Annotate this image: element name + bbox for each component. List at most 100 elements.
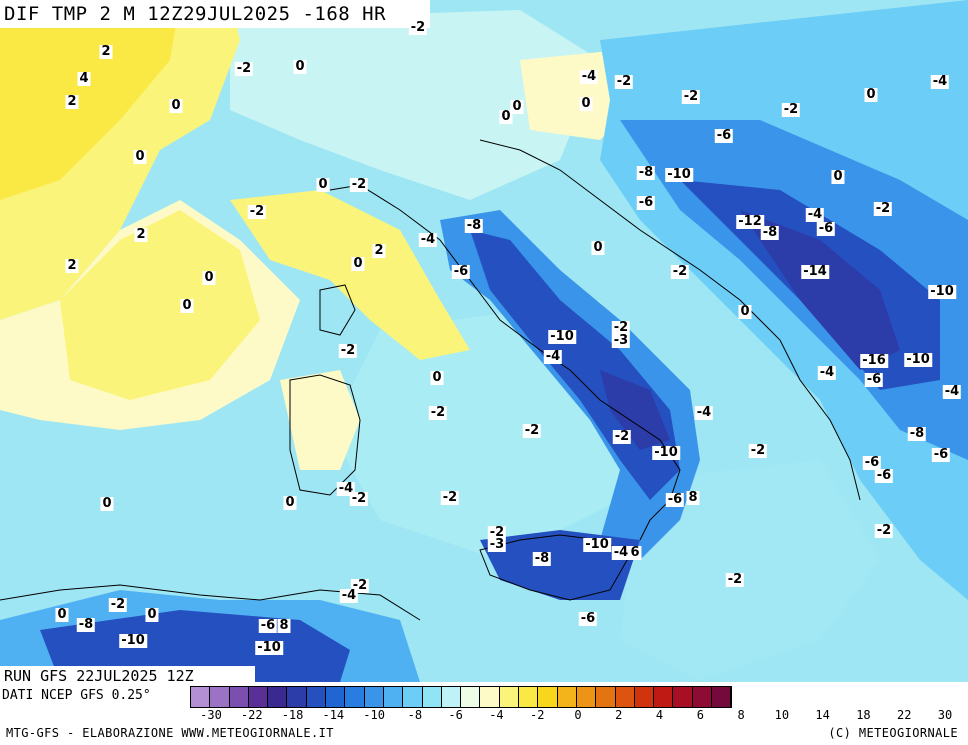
color-scale-tick: 8 <box>737 708 745 722</box>
contour-label: -6 <box>451 264 471 279</box>
contour-label: 0 <box>55 607 69 622</box>
contour-label: -6 <box>578 611 598 626</box>
run-label: RUN GFS 22JUL2025 12Z <box>4 667 194 685</box>
color-swatch <box>499 687 520 707</box>
contour-label: -2 <box>614 74 634 89</box>
contour-label: -2 <box>408 20 428 35</box>
color-swatch <box>441 687 462 707</box>
map-title: DIF TMP 2 M 12Z29JUL2025 -168 HR <box>4 3 387 25</box>
contour-label: -6 <box>714 128 734 143</box>
color-swatch <box>287 687 307 707</box>
contour-label: 2 <box>99 44 113 59</box>
contour-label: -10 <box>904 352 932 367</box>
color-swatch <box>576 687 597 707</box>
contour-label: -4 <box>942 384 962 399</box>
contour-label: -6 <box>862 455 882 470</box>
contour-label: -10 <box>548 329 576 344</box>
contour-label: -2 <box>349 491 369 506</box>
color-swatch <box>480 687 500 707</box>
contour-label: -6 <box>874 468 894 483</box>
contour-label: 2 <box>65 94 79 109</box>
contour-label: -4 <box>579 69 599 84</box>
color-swatch <box>692 687 713 707</box>
contour-label: -8 <box>636 165 656 180</box>
contour-label: -14 <box>801 264 829 279</box>
color-swatch <box>422 687 442 707</box>
contour-label: 2 <box>65 258 79 273</box>
contour-label: 0 <box>293 59 307 74</box>
contour-label: -2 <box>440 490 460 505</box>
contour-label: 0 <box>831 169 845 184</box>
color-scale-tick: -14 <box>322 708 345 722</box>
color-swatch <box>345 687 365 707</box>
color-swatch <box>634 687 655 707</box>
contour-label: 6 <box>628 545 642 560</box>
contour-label: -10 <box>652 445 680 460</box>
color-scale-tick: 14 <box>815 708 830 722</box>
contour-label: -6 <box>864 372 884 387</box>
contour-label: -6 <box>258 618 278 633</box>
contour-label: 0 <box>351 256 365 271</box>
color-swatch <box>403 687 423 707</box>
color-swatch <box>210 687 230 707</box>
contour-label: -8 <box>464 218 484 233</box>
color-scale-tick: -18 <box>281 708 304 722</box>
contour-label: 0 <box>738 304 752 319</box>
contour-label: -4 <box>543 349 563 364</box>
contour-label: -4 <box>694 405 714 420</box>
color-swatch <box>557 687 577 707</box>
contour-label: -2 <box>670 264 690 279</box>
contour-label: -2 <box>874 523 894 538</box>
color-swatch <box>673 687 693 707</box>
color-swatch <box>268 687 288 707</box>
contour-label: 4 <box>77 71 91 86</box>
contour-label: 0 <box>430 370 444 385</box>
color-scale-tick: -22 <box>240 708 263 722</box>
color-scale-tick: -2 <box>529 708 545 722</box>
data-source-label: DATI NCEP GFS 0.25° <box>2 688 151 703</box>
contour-label: -3 <box>487 537 507 552</box>
color-scale-tick: -4 <box>489 708 504 722</box>
contour-label: -8 <box>532 551 552 566</box>
contour-label: -2 <box>781 102 801 117</box>
contour-label: -4 <box>930 74 950 89</box>
footer-credit: MTG-GFS - ELABORAZIONE WWW.METEOGIORNALE… <box>6 726 334 740</box>
contour-label: 0 <box>591 240 605 255</box>
contour-label: -6 <box>816 221 836 236</box>
contour-label: -10 <box>665 167 693 182</box>
contour-label: 0 <box>316 177 330 192</box>
color-swatch <box>306 687 327 707</box>
contour-label: 0 <box>579 96 593 111</box>
color-scale-bar <box>190 686 733 708</box>
color-scale-tick: 10 <box>774 708 790 722</box>
color-swatch <box>383 687 404 707</box>
contour-label: -2 <box>748 443 768 458</box>
contour-label: -2 <box>522 423 542 438</box>
contour-label: -10 <box>255 640 283 655</box>
contour-label: 2 <box>372 243 386 258</box>
contour-label: 0 <box>283 495 297 510</box>
contour-label: 8 <box>686 490 700 505</box>
contour-label: -4 <box>611 545 631 560</box>
color-swatch <box>712 687 732 707</box>
contour-label: 0 <box>133 149 147 164</box>
contour-label: -2 <box>681 89 701 104</box>
contour-label: -4 <box>418 232 438 247</box>
color-scale-tick: -6 <box>448 708 463 722</box>
color-swatch <box>364 687 384 707</box>
color-swatch <box>461 687 481 707</box>
color-swatch <box>615 687 635 707</box>
color-scale-tick: 30 <box>937 708 953 722</box>
color-swatch <box>654 687 674 707</box>
contour-label: -4 <box>817 365 837 380</box>
temperature-anomaly-map <box>0 0 968 682</box>
map-canvas <box>0 0 968 682</box>
color-scale-tick: 4 <box>655 708 664 722</box>
contour-label: 0 <box>864 87 878 102</box>
contour-label: 0 <box>499 109 513 124</box>
contour-label: -6 <box>665 492 685 507</box>
contour-label: -10 <box>119 633 147 648</box>
title-box: DIF TMP 2 M 12Z29JUL2025 -168 HR <box>0 0 430 28</box>
contour-label: -8 <box>760 225 780 240</box>
contour-label: 0 <box>100 496 114 511</box>
